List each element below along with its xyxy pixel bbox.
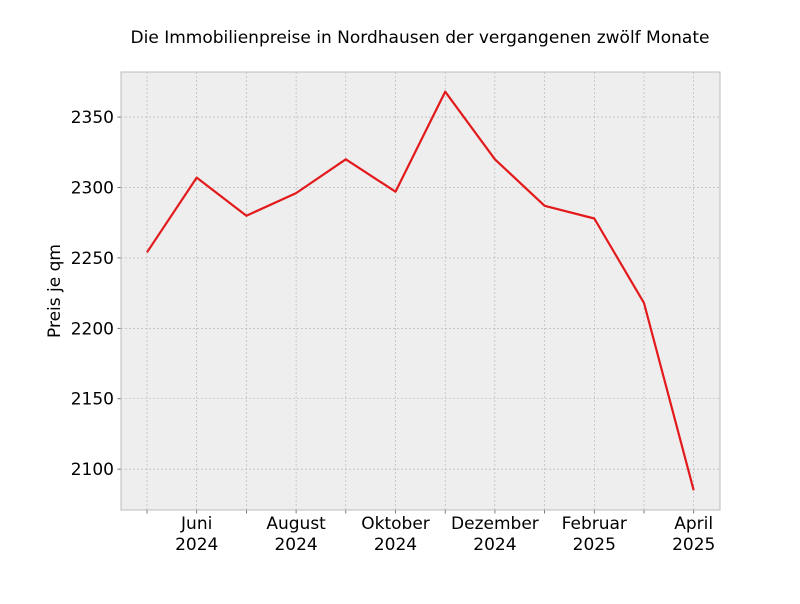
y-tick-label: 2250 [71, 249, 114, 269]
x-tick-label: April [674, 514, 713, 534]
x-tick-label: 2024 [175, 535, 218, 555]
x-tick-label: 2024 [473, 535, 516, 555]
series-line [146, 90, 695, 491]
x-tick-label: 2024 [274, 535, 317, 555]
y-axis-label: Preis je qm [45, 244, 65, 338]
x-tick-label: Dezember [451, 514, 539, 534]
x-tick-label: 2025 [672, 535, 715, 555]
plot-area [121, 72, 720, 510]
y-tick-label: 2300 [71, 178, 114, 198]
y-tick-label: 2350 [71, 108, 114, 128]
plot-frame [120, 71, 721, 511]
x-tick-label: 2024 [374, 535, 417, 555]
axis-ticks: 210021502200225023002350Juni2024August20… [71, 108, 716, 555]
grid-lines [121, 72, 720, 510]
chart-title: Die Immobilienpreise in Nordhausen der v… [131, 28, 710, 48]
y-tick-label: 2150 [71, 390, 114, 410]
x-tick-label: 2025 [573, 535, 616, 555]
x-tick-label: Oktober [361, 514, 430, 534]
x-tick-label: Februar [562, 514, 627, 534]
x-tick-label: August [266, 514, 326, 534]
x-tick-label: Juni [180, 514, 212, 534]
y-tick-label: 2100 [71, 460, 114, 480]
y-tick-label: 2200 [71, 319, 114, 339]
